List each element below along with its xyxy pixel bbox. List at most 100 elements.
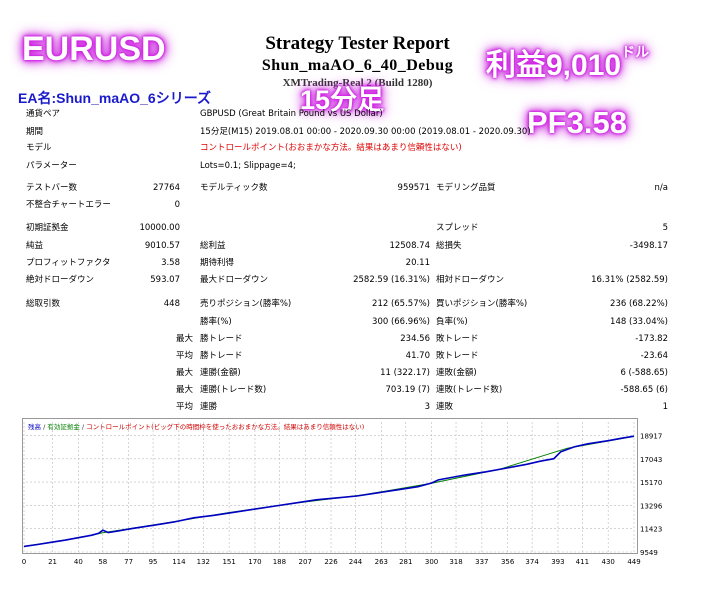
mismatch-label: 不整合チャートエラー — [26, 200, 111, 210]
short-value: 212 (65.57%) — [372, 299, 430, 309]
gross-profit-label: 総利益 — [200, 241, 226, 251]
win-rate-value: 300 (66.96%) — [372, 317, 430, 327]
x-tick-label: 244 — [349, 558, 363, 566]
deposit-value: 10000.00 — [139, 223, 180, 233]
spread-value: 5 — [662, 223, 668, 233]
x-tick-label: 40 — [74, 558, 83, 566]
max-consec-profit-label: 連勝(トレード数) — [200, 385, 267, 395]
trades-value: 448 — [163, 299, 180, 309]
mismatch-value: 0 — [174, 200, 180, 210]
pair-value: GBPUSD (Great Britain Pound vs US Dollar… — [200, 109, 383, 119]
x-tick-label: 58 — [98, 558, 107, 566]
report-ea-name: Shun_maAO_6_40_Debug — [261, 57, 454, 74]
x-tick-label: 411 — [576, 558, 589, 566]
pair-label: 通貨ペア — [26, 109, 61, 119]
y-tick-label: 18917 — [640, 433, 662, 441]
avg-loss-label: 敗トレード — [436, 351, 479, 361]
params-value: Lots=0.1; Slippage=4; — [200, 161, 296, 171]
x-tick-label: 300 — [425, 558, 438, 566]
quality-label: モデリング品質 — [436, 183, 496, 193]
largest-win-label: 勝トレード — [200, 334, 243, 344]
max-consec-label: 最大 — [176, 368, 194, 378]
avg-loss-value: -23.64 — [640, 351, 668, 361]
max-consec-win-value: 11 (322.17) — [380, 368, 430, 378]
bars-value: 27764 — [152, 183, 180, 193]
y-tick-label: 13296 — [640, 502, 663, 510]
x-tick-label: 226 — [324, 558, 338, 566]
x-tick-label: 393 — [551, 558, 564, 566]
x-tick-label: 207 — [299, 558, 312, 566]
loss-rate-label: 負率(%) — [436, 317, 468, 327]
overlay-profit: 利益9,010ドル — [486, 40, 649, 84]
x-tick-label: 95 — [149, 558, 158, 566]
x-tick-label: 170 — [248, 558, 261, 566]
gross-loss-label: 総損失 — [436, 241, 462, 251]
rel-dd-value: 16.31% (2582.59) — [591, 275, 668, 285]
quality-value: n/a — [654, 183, 668, 193]
largest-win-value: 234.56 — [400, 334, 430, 344]
ea-series-name: EA名:Shun_maAO_6シリーズ — [18, 90, 211, 106]
legend-sep-1: / — [41, 423, 48, 431]
overlay-pf: PF3.58 — [527, 105, 627, 140]
params-label: パラメーター — [26, 161, 77, 171]
short-label: 売りポジション(勝率%) — [200, 299, 292, 309]
max-consec-profit-value: 703.19 (7) — [385, 385, 430, 395]
overlay-symbol: EURUSD — [22, 30, 166, 68]
avg-consec-win-value: 3 — [424, 402, 430, 412]
x-tick-label: 281 — [399, 558, 412, 566]
x-tick-label: 318 — [449, 558, 462, 566]
x-tick-label: 151 — [222, 558, 235, 566]
max-dd-label: 最大ドローダウン — [200, 275, 269, 285]
overlay-profit-value: 利益9,010 — [486, 49, 622, 82]
x-tick-label: 263 — [375, 558, 388, 566]
legend-model: コントロールポイント(ビッグ下の時間枠を使ったおおまかな方法。結果はあまり信頼性… — [86, 423, 365, 431]
legend-sep-2: / — [79, 423, 87, 431]
period-label: 期間 — [26, 127, 44, 137]
gross-profit-value: 12508.74 — [389, 241, 430, 251]
max-consec-loss-label: 連敗(金額) — [436, 368, 477, 378]
max-consec-lossamt-value: -588.65 (6) — [620, 385, 668, 395]
pf-label: プロフィットファクタ — [26, 258, 111, 268]
equity-line — [23, 435, 635, 547]
trades-label: 総取引数 — [26, 299, 61, 309]
loss-rate-value: 148 (33.04%) — [610, 317, 668, 327]
x-tick-label: 356 — [501, 558, 515, 566]
x-tick-label: 430 — [601, 558, 614, 566]
avg-consec-loss-value: 1 — [662, 402, 668, 412]
x-tick-label: 337 — [475, 558, 488, 566]
avg-win-value: 41.70 — [405, 351, 430, 361]
payoff-label: 期待利得 — [200, 258, 235, 268]
y-tick-label: 15170 — [640, 479, 662, 487]
long-value: 236 (68.22%) — [610, 299, 668, 309]
x-tick-label: 188 — [273, 558, 286, 566]
y-tick-label: 17043 — [640, 456, 662, 464]
largest-loss-value: -173.82 — [635, 334, 668, 344]
x-tick-label: 21 — [48, 558, 57, 566]
abs-dd-value: 593.07 — [150, 275, 180, 285]
x-tick-label: 0 — [22, 558, 26, 566]
x-tick-label: 449 — [627, 558, 640, 566]
balance-line — [23, 435, 635, 548]
spread-label: スプレッド — [436, 223, 479, 233]
model-label: モデル — [26, 143, 52, 153]
y-tick-label: 9549 — [640, 549, 658, 557]
rel-dd-label: 相対ドローダウン — [436, 275, 505, 285]
largest-label: 最大 — [176, 334, 194, 344]
max-dd-value: 2582.59 (16.31%) — [353, 275, 430, 285]
ticks-value: 959571 — [397, 183, 430, 193]
payoff-value: 20.11 — [405, 258, 430, 268]
x-tick-label: 132 — [197, 558, 210, 566]
avg-consec-label: 平均 — [176, 402, 194, 412]
deposit-label: 初期証拠金 — [26, 223, 69, 233]
y-tick-label: 11423 — [640, 526, 662, 534]
graph-legend: 残高 / 有効証拠金 / コントロールポイント(ビッグ下の時間枠を使ったおおまか… — [28, 421, 364, 431]
avg-consec-win-label: 連勝 — [200, 402, 218, 412]
long-label: 買いポジション(勝率%) — [436, 299, 528, 309]
x-tick-label: 77 — [124, 558, 133, 566]
max-consec2-label: 最大 — [176, 385, 194, 395]
pf-value: 3.58 — [161, 258, 180, 268]
avg-consec-loss-label: 連敗 — [436, 402, 454, 412]
model-value: コントロールポイント(おおまかな方法。結果はあまり信頼性はない) — [200, 143, 462, 153]
overlay-timeframe: 15分足 — [300, 85, 385, 115]
